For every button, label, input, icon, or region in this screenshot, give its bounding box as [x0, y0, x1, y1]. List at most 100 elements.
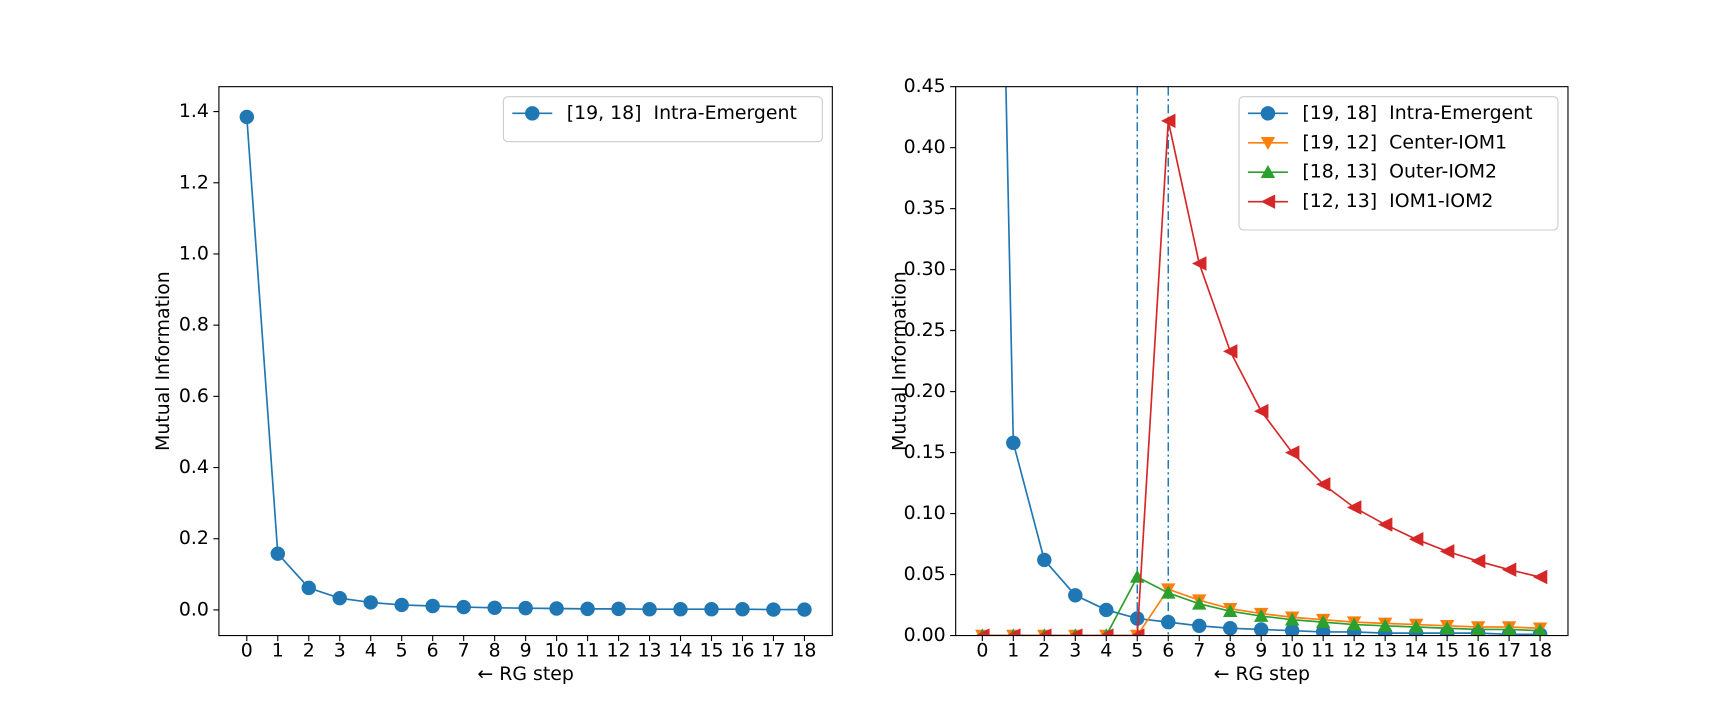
point — [1192, 596, 1207, 610]
y-tick-label: 0.0 — [179, 598, 209, 620]
point — [975, 628, 990, 636]
point — [1408, 619, 1424, 633]
point — [425, 598, 440, 614]
point — [1439, 544, 1455, 559]
point — [332, 590, 347, 606]
axes-frame — [955, 86, 1569, 637]
point — [1222, 603, 1238, 617]
point — [1532, 569, 1548, 585]
y-tick-label: 0.20 — [904, 380, 946, 402]
x-tick-label: 10 — [545, 640, 569, 662]
x-tick-label: 9 — [520, 640, 532, 662]
point — [1130, 611, 1145, 626]
x-tick-label: 12 — [1342, 640, 1366, 662]
point — [611, 601, 626, 617]
point — [1408, 531, 1424, 547]
x-tick-label: 0 — [241, 640, 253, 662]
x-tick-label: 15 — [699, 640, 723, 662]
point — [1346, 617, 1362, 631]
y-tick-label: 0.2 — [179, 527, 209, 549]
y-tick-label: 0.8 — [179, 314, 209, 336]
point — [363, 595, 378, 610]
point — [1161, 585, 1176, 599]
legend-label: [19, 18] Intra-Emergent — [567, 102, 797, 124]
y-axis-label: Mutual Information — [889, 271, 911, 451]
x-tick-label: 13 — [1373, 640, 1397, 662]
point — [1006, 628, 1021, 636]
point — [487, 600, 502, 616]
plot-area — [239, 109, 812, 617]
y-tick-label: 1.0 — [179, 242, 209, 264]
y-tick-label: 1.2 — [179, 171, 209, 193]
point — [1222, 621, 1238, 636]
point — [1099, 602, 1114, 618]
point — [1284, 445, 1300, 460]
x-tick-label: 3 — [1069, 640, 1081, 662]
x-tick-label: 4 — [365, 640, 377, 662]
y-tick-label: 0.10 — [904, 502, 946, 524]
point — [1253, 608, 1269, 622]
y-tick-label: 0.25 — [904, 319, 946, 341]
x-tick-label: 3 — [334, 640, 346, 662]
point — [1222, 344, 1238, 359]
x-tick-label: 11 — [576, 640, 600, 662]
point — [1161, 113, 1176, 129]
point — [1346, 500, 1362, 515]
x-tick-label: 14 — [669, 640, 693, 662]
x-tick-label: 8 — [1224, 640, 1236, 662]
point — [1470, 622, 1486, 636]
x-tick-label: 5 — [396, 640, 408, 662]
point — [704, 601, 719, 617]
x-tick-label: 8 — [489, 640, 501, 662]
legend-label: [12, 13] IOM1-IOM2 — [1302, 190, 1493, 212]
y-tick-label: 0.00 — [904, 624, 946, 646]
x-tick-label: 5 — [1131, 640, 1143, 662]
y-axis-label: Mutual Information — [152, 271, 174, 451]
x-tick-label: 14 — [1404, 640, 1428, 662]
series-line — [245, 116, 805, 611]
x-tick-label: 18 — [792, 640, 816, 662]
plot-area — [975, 86, 1548, 636]
y-tick-label: 0.15 — [904, 441, 946, 463]
legend-marker — [1260, 137, 1276, 150]
point — [270, 546, 286, 561]
x-tick-label: 11 — [1311, 640, 1335, 662]
point — [1130, 569, 1145, 583]
point — [1099, 628, 1114, 636]
y-tick-label: 0.45 — [904, 75, 946, 97]
x-tick-label: 2 — [1038, 640, 1050, 662]
point — [1161, 614, 1176, 630]
x-tick-label: 1 — [272, 640, 284, 662]
point — [1470, 553, 1486, 569]
point — [394, 597, 409, 613]
y-tick-label: 0.4 — [179, 456, 209, 478]
x-tick-label: 13 — [638, 640, 662, 662]
y-tick-label: 1.4 — [179, 100, 209, 122]
point — [239, 109, 255, 125]
y-tick-label: 0.35 — [904, 197, 946, 219]
x-tick-label: 15 — [1435, 640, 1459, 662]
point — [1192, 618, 1207, 634]
x-tick-label: 10 — [1280, 640, 1304, 662]
point — [797, 602, 812, 617]
legend-marker — [525, 106, 540, 121]
x-tick-label: 7 — [458, 640, 470, 662]
point — [673, 601, 688, 617]
x-tick-label: 12 — [607, 640, 631, 662]
point — [1533, 623, 1547, 636]
point — [1284, 623, 1300, 636]
legend-marker — [1260, 194, 1276, 209]
point — [1439, 621, 1455, 635]
point — [549, 601, 564, 616]
legend-box — [1238, 96, 1559, 231]
x-tick-label: 6 — [427, 640, 439, 662]
point — [1037, 552, 1052, 568]
point — [1006, 435, 1021, 451]
point — [301, 580, 316, 596]
x-tick-label: 17 — [1497, 640, 1521, 662]
y-tick-label: 0.30 — [904, 258, 946, 280]
legend-label: [19, 18] Intra-Emergent — [1302, 102, 1532, 124]
x-tick-label: 0 — [976, 640, 988, 662]
point — [735, 601, 750, 617]
